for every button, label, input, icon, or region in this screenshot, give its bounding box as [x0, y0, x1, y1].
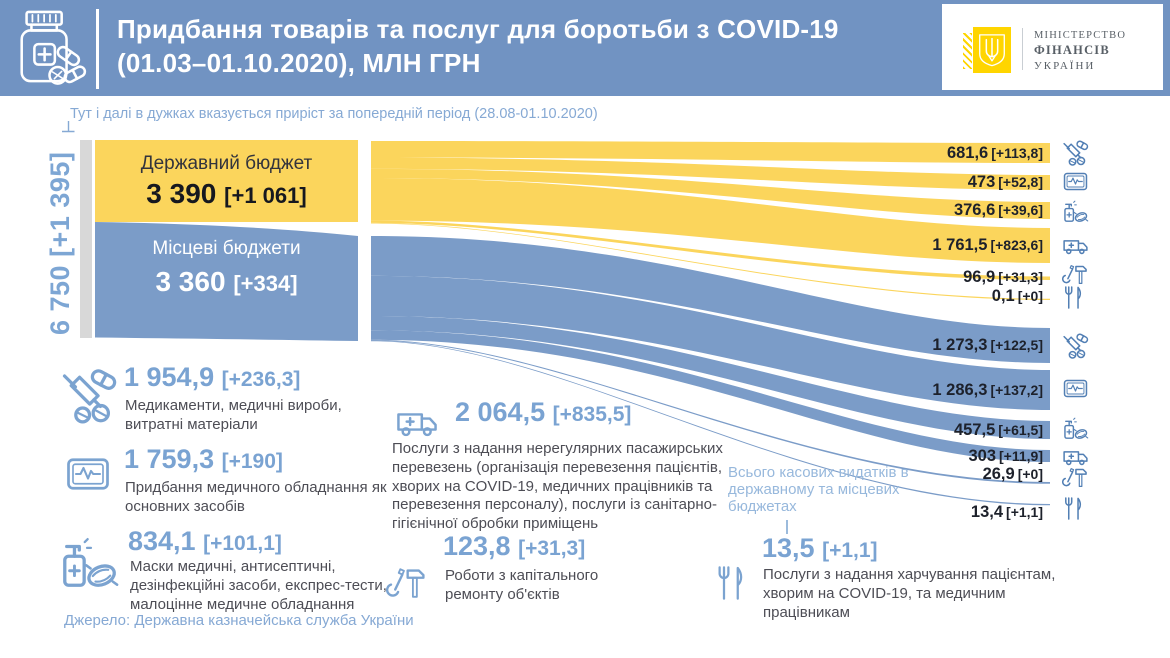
state-budget-value: 3 390 [+1 061]	[146, 178, 306, 210]
equipment-desc: Придбання медичного обладнання як основн…	[125, 479, 387, 515]
local-budget-block-shape	[95, 222, 358, 341]
local-budget-node: Місцеві бюджети 3 360 [+334]	[95, 238, 358, 298]
flow-label-local-medications: 1 273,3 [+122,5]	[932, 336, 1043, 354]
sanitizer-mask-icon	[1062, 415, 1089, 442]
state-budget-name: Державний бюджет	[140, 152, 313, 174]
local-budget-value: 3 360 [+334]	[95, 266, 358, 298]
flow-label-local-equipment: 1 286,3 [+137,2]	[932, 381, 1043, 399]
flow-local-equipment	[371, 275, 1050, 410]
repair-desc: Роботи з капітального ремонту об'єктів	[445, 567, 599, 603]
state-budget-amount: 3 390	[146, 177, 217, 209]
flow-label-state-medications: 681,6 [+113,8]	[946, 144, 1043, 162]
logo-divider	[1022, 28, 1023, 70]
flow-label-local-food: 13,4 [+1,1]	[970, 503, 1043, 521]
flow-label-state-masks: 376,6 [+39,6]	[953, 201, 1043, 219]
header-divider	[96, 9, 99, 89]
data-source-note: Джерело: Державна казначейська служба Ук…	[64, 612, 414, 629]
cutlery-icon	[1062, 495, 1089, 522]
sanitizer-mask-icon	[58, 532, 120, 594]
logo-hatch-stripes	[963, 33, 972, 69]
flow-state-equipment	[371, 157, 1050, 190]
state-budget-flows	[371, 141, 1050, 300]
flow-label-state-repair: 96,9 [+31,3]	[963, 268, 1043, 286]
note-connector-line	[62, 121, 75, 133]
page-title-line2: (01.03–01.10.2020), МЛН ГРН	[117, 48, 481, 78]
food-total: 13,5 [+1,1]	[762, 533, 878, 563]
header-bar: Придбання товарів та послуг для боротьби…	[0, 0, 1170, 96]
grand-total-label: 6 750 [+1 395]	[45, 151, 75, 335]
total-cash-note: Всього касових видатків в державному та …	[728, 464, 909, 515]
page-title-line1: Придбання товарів та послуг для боротьби…	[117, 14, 839, 44]
flow-label-state-equipment: 473 [+52,8]	[967, 173, 1043, 191]
flow-label-local-masks: 457,5 [+61,5]	[953, 421, 1043, 439]
logo-line3: УКРАЇНИ	[1034, 60, 1096, 72]
logo-line2: ФІНАНСІВ	[1034, 43, 1110, 57]
flow-label-local-repair: 26,9 [+0]	[982, 465, 1043, 483]
sanitizer-mask-icon	[1062, 198, 1089, 225]
minfin-logo: МІНІСТЕРСТВО ФІНАНСІВ УКРАЇНИ	[942, 4, 1163, 90]
flow-local-medications	[371, 236, 1050, 363]
state-budget-delta: [+1 061]	[224, 182, 307, 208]
masks-total: 834,1 [+101,1]	[128, 526, 282, 556]
medical-monitor-icon	[1062, 375, 1089, 402]
syringe-pills-icon	[1062, 332, 1089, 359]
transport-desc: Послуги з надання нерегулярних пасажирсь…	[392, 440, 723, 532]
state-budget-node: Державний бюджет 3 390 [+1 061]	[95, 140, 358, 222]
local-budget-name: Місцеві бюджети	[152, 238, 301, 259]
equipment-total: 1 759,3 [+190]	[124, 444, 283, 474]
flow-state-medications	[371, 141, 1050, 163]
cutlery-icon	[1062, 284, 1089, 311]
repair-total: 123,8 [+31,3]	[443, 531, 586, 561]
total-note-connector-line	[786, 520, 788, 534]
masks-desc: Маски медичні, антисептичні, дезінфекцій…	[130, 558, 387, 613]
local-budget-flows	[371, 236, 1050, 506]
transport-total: 2 064,5 [+835,5]	[455, 397, 632, 427]
flow-local-transport	[371, 330, 1050, 462]
flow-label-local-transport: 303 [+11,9]	[968, 447, 1043, 465]
medications-desc: Медикаменти, медичні вироби, витратні ма…	[125, 397, 342, 433]
local-budget-delta: [+334]	[233, 271, 298, 296]
food-desc: Послуги з надання харчування пацієнтам, …	[763, 566, 1056, 621]
syringe-pills-icon	[1062, 139, 1089, 166]
flow-state-masks	[371, 168, 1050, 219]
medical-monitor-icon	[1062, 168, 1089, 195]
logo-line1: МІНІСТЕРСТВО	[1034, 30, 1127, 41]
logo-text: МІНІСТЕРСТВО ФІНАНСІВ УКРАЇНИ	[1034, 30, 1126, 72]
ambulance-icon	[391, 400, 443, 444]
tools-icon	[1062, 464, 1089, 491]
flow-label-state-food: 0,1 [+0]	[991, 287, 1043, 305]
cutlery-icon	[714, 562, 754, 604]
page-title: Придбання товарів та послуг для боротьби…	[117, 12, 917, 80]
syringe-pills-icon	[60, 366, 118, 424]
flow-state-transport	[371, 178, 1050, 263]
trident-emblem-icon	[973, 27, 1011, 73]
medications-total: 1 954,9 [+236,3]	[124, 362, 301, 392]
medical-monitor-icon	[64, 450, 112, 498]
ambulance-icon	[1062, 232, 1089, 259]
brackets-note: Тут і далі в дужках вказується приріст з…	[70, 106, 598, 122]
flow-label-state-transport: 1 761,5 [+823,6]	[932, 236, 1043, 254]
flow-local-masks	[371, 316, 1050, 439]
budget-total-bar	[80, 140, 92, 338]
tools-icon	[386, 562, 428, 604]
local-budget-amount: 3 360	[155, 266, 226, 297]
